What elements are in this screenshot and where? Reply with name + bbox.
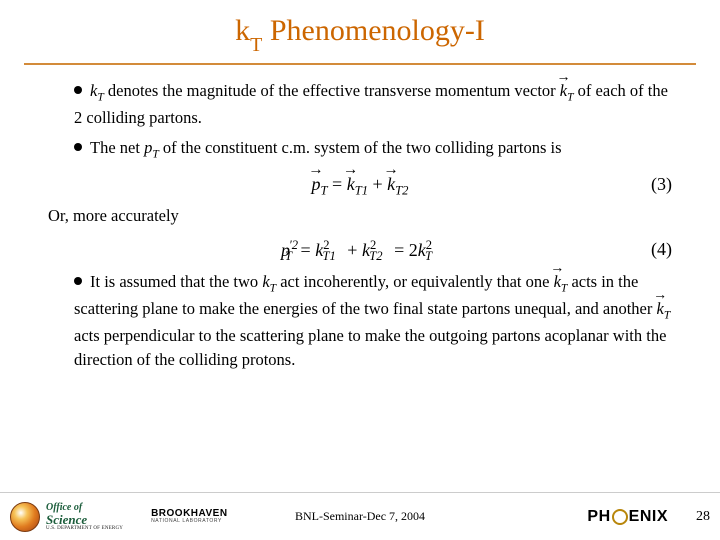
eq3-lhs: p [312,171,321,197]
eq3-number: (3) [651,171,672,197]
eq4-eq1: = [296,240,315,260]
eq3-r1-base: k [347,174,355,194]
eq3-lhs-sub: T [321,184,328,198]
office-l2: Science [46,513,123,526]
slide-title: kT Phenomenology-I [0,14,720,53]
content-area: kT denotes the magnitude of the effectiv… [0,65,720,372]
office-l3: U.S. DEPARTMENT OF ENERGY [46,526,123,531]
equation-3: pT = kT1 + kT2 (3) [48,171,672,200]
phenix-post: ENIX [629,508,668,526]
office-of-science-logo-icon [10,502,40,532]
b1-t1: denotes the magnitude of the effective t… [104,81,560,100]
bullet-dot-icon [74,143,82,151]
office-l1: Office of [46,503,123,513]
b3-k: k [262,272,269,291]
b3-t4: acts perpendicular to the scattering pla… [74,326,666,369]
b3-vec2-sub: T [664,309,670,321]
b3-vec2-base: k [657,299,664,318]
eq3-lhs-base: p [312,174,321,194]
title-post: Phenomenology-I [262,14,484,47]
eq4-plus: + [343,240,362,260]
eq3-r1-sub: T1 [355,184,368,198]
brookhaven-logo: BROOKHAVEN NATIONAL LABORATORY [151,509,227,524]
eq4-b-sub2: 2 [376,249,382,263]
eq4-eq2: = 2 [390,240,418,260]
phenix-logo: PH ENIX [587,508,668,526]
footer: Office of Science U.S. DEPARTMENT OF ENE… [0,492,720,540]
b3-vec1: k [554,270,561,294]
b1-vec: k [560,79,567,103]
eq4-c-sub: T [425,249,432,263]
bullet-dot-icon [74,86,82,94]
eq4-a-subT: T [322,249,329,263]
b1-vec-base: k [560,81,567,100]
footer-right: PH ENIX [587,508,668,526]
or-more-accurately: Or, more accurately [48,204,672,228]
eq3-r2: k [387,171,395,197]
title-sub: T [250,34,262,56]
eq3-r2-sub: T2 [395,184,408,198]
eq4-l-sub: T [285,249,292,263]
eq3-r1: k [347,171,355,197]
b2-t2: of the constituent c.m. system of the tw… [159,138,562,157]
eq4-a-sub: T1 [322,249,335,263]
eq4-number: (4) [651,236,672,262]
phenix-ring-icon [612,509,628,525]
bnl-l2: NATIONAL LABORATORY [151,519,227,524]
equation-4: p′2T = k2T1 + k2T2 = 2k2T (4) [48,236,672,266]
title-pre: k [235,14,250,47]
phenix-pre: PH [587,508,610,526]
b3-vec2: k [657,297,664,321]
bullet-1: kT denotes the magnitude of the effectiv… [48,79,672,130]
eq4-b-sub: T2 [369,249,382,263]
b3-t2: act incoherently, or equivalently that o… [276,272,554,291]
office-of-science-text: Office of Science U.S. DEPARTMENT OF ENE… [46,503,123,531]
eq3-r1-subT: T [355,184,362,198]
b2-t1: The net [90,138,144,157]
bullet-2: The net pT of the constituent c.m. syste… [48,136,672,163]
footer-center-text: BNL-Seminar-Dec 7, 2004 [295,509,425,524]
eq3-r2-sub2: 2 [402,184,408,198]
bullet-dot-icon [74,277,82,285]
b3-vec1-base: k [554,272,561,291]
slide-title-wrap: kT Phenomenology-I [0,0,720,53]
eq3-r2-base: k [387,174,395,194]
footer-left: Office of Science U.S. DEPARTMENT OF ENE… [0,502,228,532]
page-number: 28 [696,509,710,525]
bullet-3: It is assumed that the two kT act incohe… [48,270,672,372]
b3-t1: It is assumed that the two [90,272,262,291]
eq4-a-sub1: 1 [330,249,336,263]
